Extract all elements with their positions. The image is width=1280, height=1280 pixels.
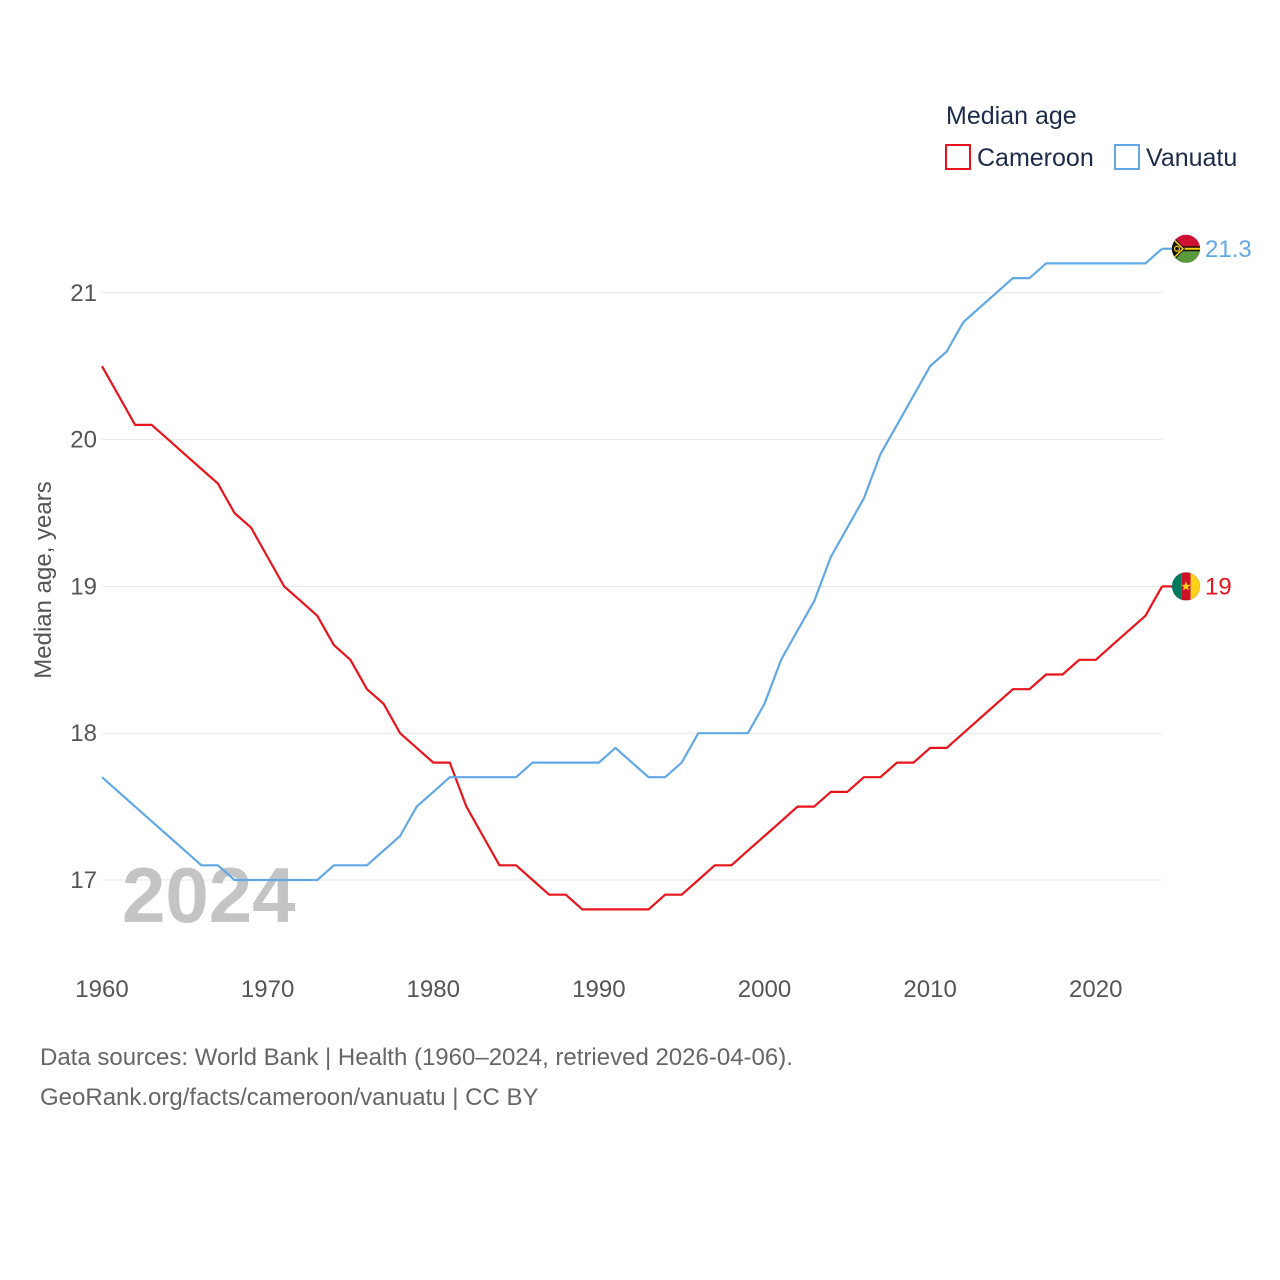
- x-tick-label: 1980: [407, 976, 460, 1003]
- series-line-vanuatu: [101, 247, 1163, 882]
- x-tick-label: 1990: [572, 976, 625, 1003]
- legend-swatch-vanuatu: [1114, 144, 1140, 170]
- end-value-label-vanuatu: 21.3: [1205, 236, 1252, 263]
- y-axis-ticks: 17 18 19 20 21: [70, 280, 97, 894]
- legend-swatch-cameroon: [945, 144, 971, 170]
- y-tick-label: 19: [70, 573, 97, 600]
- gridlines: [102, 292, 1162, 881]
- vanuatu-flag-icon: [1171, 234, 1201, 264]
- legend: Median age Cameroon Vanuatu: [945, 102, 1237, 172]
- series-end-markers: 19 21.3: [1162, 234, 1252, 601]
- legend-item-vanuatu[interactable]: Vanuatu: [1114, 144, 1237, 172]
- x-tick-label: 2020: [1069, 976, 1122, 1003]
- cameroon-flag-icon: [1171, 572, 1201, 601]
- series-lines: [101, 247, 1163, 911]
- y-tick-label: 18: [70, 720, 97, 747]
- y-tick-label: 20: [70, 427, 97, 454]
- x-axis-ticks: 1960 1970 1980 1990 2000 2010 2020: [75, 976, 1122, 1003]
- series-line-cameroon: [101, 365, 1163, 911]
- y-tick-label: 21: [70, 280, 97, 307]
- legend-label-cameroon: Cameroon: [977, 144, 1094, 172]
- x-tick-label: 1960: [75, 976, 128, 1003]
- end-value-label-cameroon: 19: [1205, 573, 1232, 600]
- legend-label-vanuatu: Vanuatu: [1146, 144, 1237, 172]
- x-tick-label: 2000: [738, 976, 791, 1003]
- x-tick-label: 2010: [903, 976, 956, 1003]
- y-axis-title: Median age, years: [30, 481, 57, 678]
- attribution-link[interactable]: GeoRank.org/facts/cameroon/vanuatu | CC …: [40, 1084, 539, 1111]
- legend-title: Median age: [946, 102, 1077, 130]
- data-source-note: Data sources: World Bank | Health (1960–…: [40, 1044, 793, 1071]
- legend-item-cameroon[interactable]: Cameroon: [945, 144, 1094, 172]
- y-tick-label: 17: [70, 867, 97, 894]
- x-tick-label: 1970: [241, 976, 294, 1003]
